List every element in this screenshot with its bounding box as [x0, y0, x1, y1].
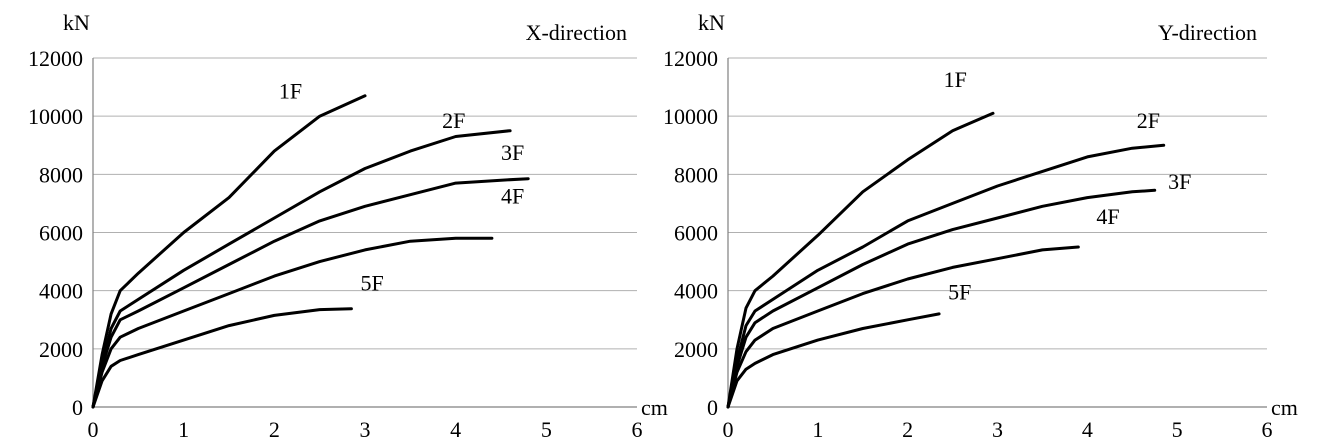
x-tick-label: 3: [992, 417, 1003, 442]
x-tick-label: 5: [541, 417, 552, 442]
y-tick-label: 12000: [28, 46, 83, 71]
y-tick-label: 0: [72, 395, 83, 420]
y-tick-label: 8000: [39, 162, 83, 187]
x-tick-label: 4: [1082, 417, 1093, 442]
series-label-4f: 4F: [1096, 204, 1119, 229]
series-label-1f: 1F: [279, 79, 302, 104]
y-tick-label: 8000: [674, 162, 718, 187]
y-tick-label: 6000: [674, 221, 718, 246]
x-axis-label: cm: [1271, 395, 1298, 420]
x-tick-label: 1: [178, 417, 189, 442]
chart-panel-y: 0 2000 4000 6000 8000 10000 12000 0 1 2 3 4 5 6 kN cm Y-…: [663, 10, 1298, 442]
y-tick-label: 6000: [39, 221, 83, 246]
x-tick-label: 2: [902, 417, 913, 442]
x-axis-label: cm: [641, 395, 668, 420]
series-line-1f: [91, 94, 367, 409]
series-line-5f: [726, 312, 941, 409]
y-tick-label: 2000: [674, 337, 718, 362]
series-label-3f: 3F: [1168, 169, 1191, 194]
series-line-4f: [726, 245, 1080, 409]
x-tick-label: 4: [450, 417, 461, 442]
series-line-2f: [91, 129, 512, 409]
series-line-5f: [91, 307, 353, 409]
x-tick-label: 3: [360, 417, 371, 442]
series-label-5f: 5F: [360, 271, 383, 296]
x-tick-label: 0: [723, 417, 734, 442]
series-label-5f: 5F: [948, 279, 971, 304]
y-tick-label: 0: [707, 395, 718, 420]
chart-panel-x: 0 2000 4000 6000 8000 10000 12000 0 1 2 3 4 5 6 kN cm X-…: [28, 10, 668, 442]
series-label-2f: 2F: [442, 108, 465, 133]
chart-title: Y-direction: [1158, 20, 1257, 45]
chart-title: X-direction: [526, 20, 627, 45]
series-label-2f: 2F: [1137, 108, 1160, 133]
x-tick-label: 6: [1262, 417, 1273, 442]
series-line-1f: [726, 111, 995, 409]
series-line-4f: [91, 236, 494, 409]
series-line-3f: [91, 177, 530, 409]
y-tick-label: 10000: [28, 104, 83, 129]
y-tick-label: 2000: [39, 337, 83, 362]
y-tick-label: 10000: [663, 104, 718, 129]
x-tick-label: 5: [1172, 417, 1183, 442]
series-line-3f: [726, 188, 1157, 409]
x-tick-label: 2: [269, 417, 280, 442]
series-label-3f: 3F: [501, 140, 524, 165]
y-tick-label: 12000: [663, 46, 718, 71]
x-tick-label: 0: [88, 417, 99, 442]
series-label-1f: 1F: [944, 67, 967, 92]
series-label-4f: 4F: [501, 183, 524, 208]
y-tick-label: 4000: [39, 279, 83, 304]
x-tick-label: 6: [632, 417, 643, 442]
series-line-2f: [726, 143, 1166, 409]
y-axis-label: kN: [63, 10, 90, 35]
y-axis-label: kN: [698, 10, 725, 35]
x-tick-label: 1: [812, 417, 823, 442]
y-tick-label: 4000: [674, 279, 718, 304]
